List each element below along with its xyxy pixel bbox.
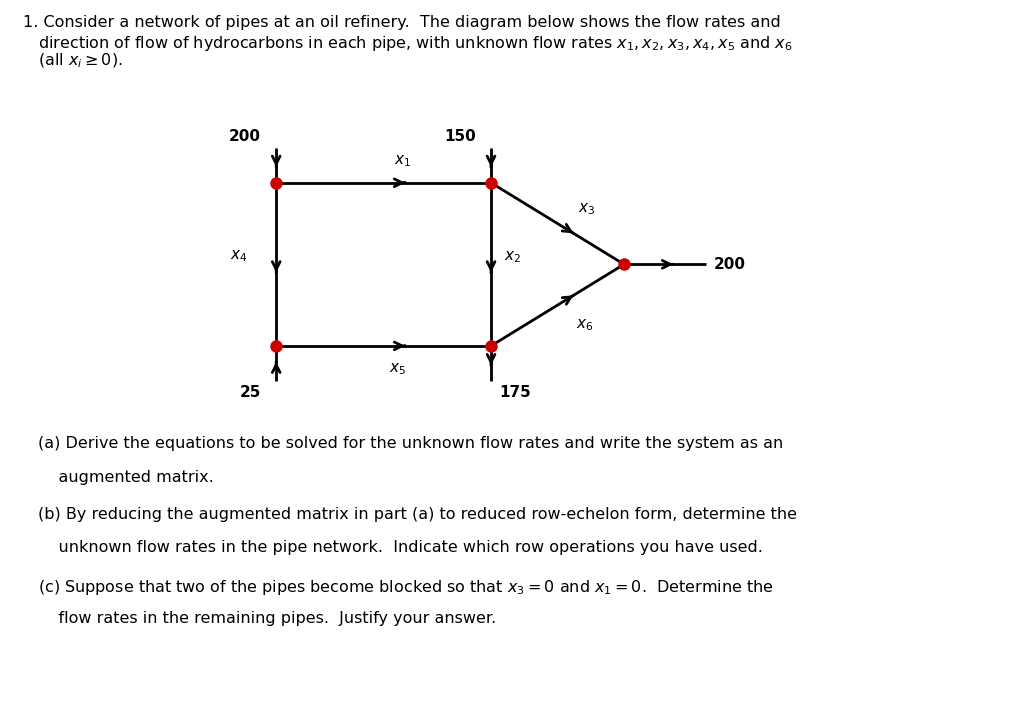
Text: (b) By reducing the augmented matrix in part (a) to reduced row-echelon form, de: (b) By reducing the augmented matrix in … xyxy=(38,507,797,522)
Text: 1. Consider a network of pipes at an oil refinery.  The diagram below shows the : 1. Consider a network of pipes at an oil… xyxy=(23,15,781,30)
Text: 25: 25 xyxy=(239,385,261,399)
Text: 200: 200 xyxy=(714,257,746,272)
Text: $x_5$: $x_5$ xyxy=(389,361,406,377)
Text: $x_4$: $x_4$ xyxy=(230,248,248,264)
Text: $x_1$: $x_1$ xyxy=(394,153,411,169)
Text: (a) Derive the equations to be solved for the unknown flow rates and write the s: (a) Derive the equations to be solved fo… xyxy=(38,436,783,451)
Text: (all $x_i \geq 0$).: (all $x_i \geq 0$). xyxy=(23,52,123,70)
Text: 200: 200 xyxy=(229,129,261,144)
Text: (c) Suppose that two of the pipes become blocked so that $x_3 = 0$ and $x_1 = 0$: (c) Suppose that two of the pipes become… xyxy=(38,578,773,597)
Text: $x_2$: $x_2$ xyxy=(504,250,522,265)
Text: direction of flow of hydrocarbons in each pipe, with unknown flow rates $x_1, x_: direction of flow of hydrocarbons in eac… xyxy=(23,34,792,53)
Text: augmented matrix.: augmented matrix. xyxy=(38,470,214,484)
Text: 150: 150 xyxy=(444,129,476,144)
Text: flow rates in the remaining pipes.  Justify your answer.: flow rates in the remaining pipes. Justi… xyxy=(38,612,496,626)
Text: unknown flow rates in the pipe network.  Indicate which row operations you have : unknown flow rates in the pipe network. … xyxy=(38,541,763,555)
Text: 175: 175 xyxy=(499,385,531,400)
Text: $x_6$: $x_6$ xyxy=(576,318,593,333)
Text: $x_3$: $x_3$ xyxy=(578,201,595,217)
